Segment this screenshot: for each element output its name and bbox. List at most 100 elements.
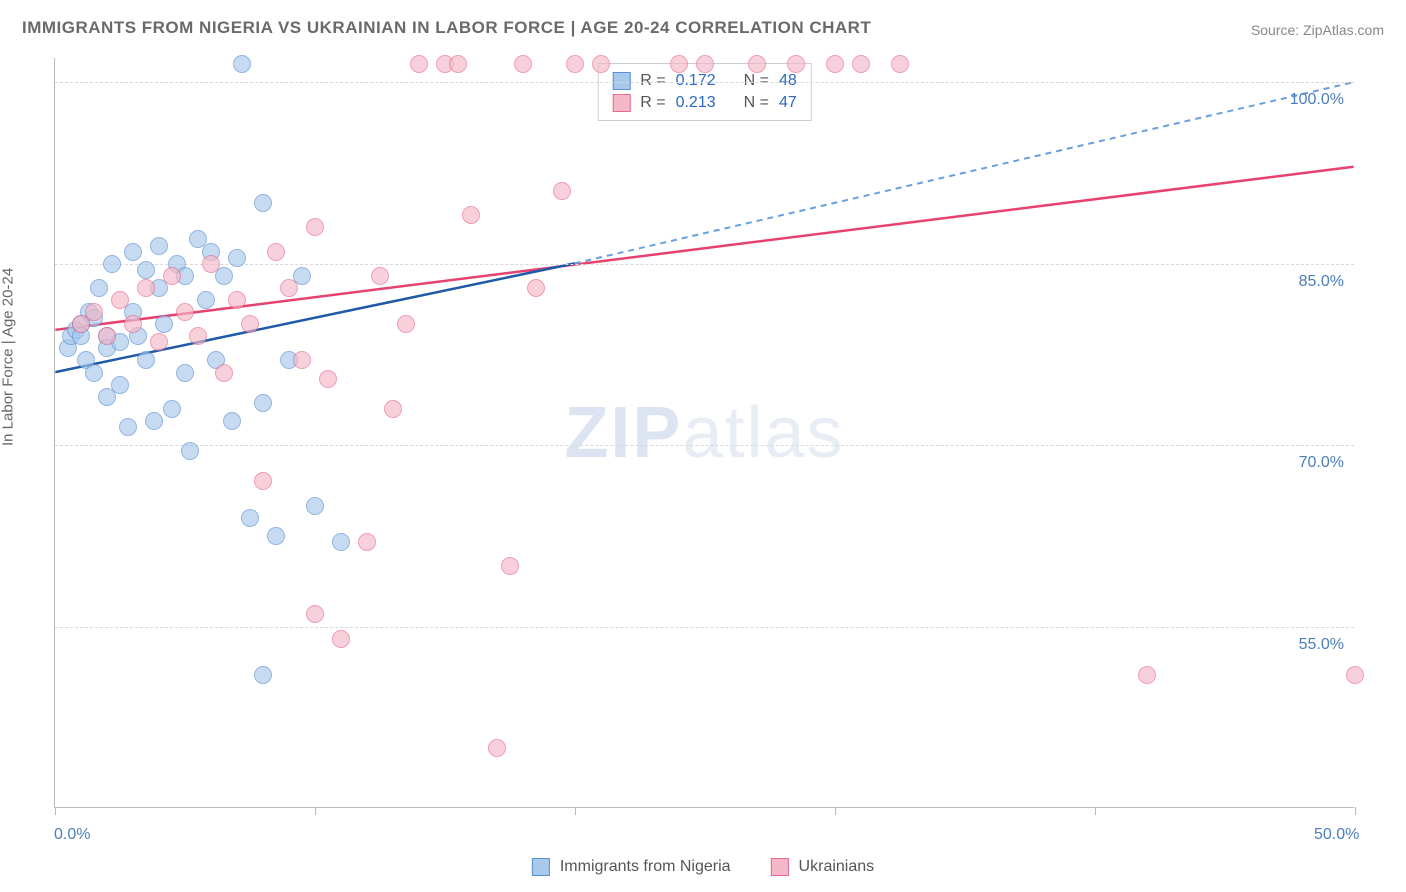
x-tick [55, 807, 56, 815]
swatch-ukrainian [612, 94, 630, 112]
x-tick-label: 0.0% [54, 826, 90, 844]
chart-title: IMMIGRANTS FROM NIGERIA VS UKRAINIAN IN … [22, 18, 871, 38]
r-label: R = [640, 94, 665, 112]
watermark-light: atlas [682, 393, 844, 473]
y-tick-label: 100.0% [1290, 91, 1344, 109]
scatter-point [488, 739, 506, 757]
x-tick [1095, 807, 1096, 815]
scatter-point [319, 370, 337, 388]
scatter-point [306, 605, 324, 623]
x-tick [315, 807, 316, 815]
scatter-point [306, 497, 324, 515]
n-value-nigeria: 48 [779, 72, 797, 90]
x-tick-label: 50.0% [1314, 826, 1359, 844]
x-tick [575, 807, 576, 815]
scatter-point [787, 55, 805, 73]
scatter-point [384, 400, 402, 418]
scatter-point [826, 55, 844, 73]
y-axis-title: In Labor Force | Age 20-24 [0, 268, 17, 446]
gridline [55, 445, 1354, 446]
scatter-point [1346, 666, 1364, 684]
scatter-point [241, 315, 259, 333]
scatter-point [124, 315, 142, 333]
scatter-point [137, 279, 155, 297]
scatter-point [254, 194, 272, 212]
scatter-point [514, 55, 532, 73]
stats-row-ukrainian: R = 0.213 N = 47 [612, 92, 797, 114]
legend-item-ukrainian: Ukrainians [771, 858, 875, 876]
scatter-point [241, 509, 259, 527]
scatter-point [267, 527, 285, 545]
scatter-point [280, 279, 298, 297]
scatter-point [891, 55, 909, 73]
scatter-point [592, 55, 610, 73]
swatch-nigeria [532, 858, 550, 876]
scatter-point [696, 55, 714, 73]
scatter-point [103, 255, 121, 273]
scatter-point [462, 206, 480, 224]
scatter-point [202, 255, 220, 273]
scatter-point [228, 291, 246, 309]
scatter-point [553, 182, 571, 200]
y-tick-label: 55.0% [1299, 636, 1344, 654]
scatter-point [163, 267, 181, 285]
scatter-point [358, 533, 376, 551]
scatter-point [228, 249, 246, 267]
scatter-point [449, 55, 467, 73]
scatter-point [98, 327, 116, 345]
scatter-point [254, 472, 272, 490]
scatter-point [566, 55, 584, 73]
n-value-ukrainian: 47 [779, 94, 797, 112]
scatter-point [254, 666, 272, 684]
scatter-point [163, 400, 181, 418]
n-label: N = [744, 72, 769, 90]
scatter-point [215, 364, 233, 382]
plot-area: ZIPatlas R = 0.172 N = 48 R = 0.213 N = … [54, 58, 1354, 808]
stats-row-nigeria: R = 0.172 N = 48 [612, 70, 797, 92]
scatter-point [176, 303, 194, 321]
scatter-point [155, 315, 173, 333]
scatter-point [189, 327, 207, 345]
scatter-point [267, 243, 285, 261]
scatter-point [748, 55, 766, 73]
r-value-nigeria: 0.172 [676, 72, 716, 90]
y-tick-label: 85.0% [1299, 273, 1344, 291]
x-tick [1355, 807, 1356, 815]
bottom-legend: Immigrants from Nigeria Ukrainians [532, 858, 874, 876]
r-value-ukrainian: 0.213 [676, 94, 716, 112]
scatter-point [111, 376, 129, 394]
scatter-point [233, 55, 251, 73]
swatch-nigeria [612, 72, 630, 90]
scatter-point [197, 291, 215, 309]
gridline [55, 82, 1354, 83]
scatter-point [111, 291, 129, 309]
scatter-point [397, 315, 415, 333]
source-credit: Source: ZipAtlas.com [1251, 22, 1384, 38]
scatter-point [137, 261, 155, 279]
r-label: R = [640, 72, 665, 90]
watermark: ZIPatlas [564, 392, 844, 474]
gridline [55, 264, 1354, 265]
scatter-point [501, 557, 519, 575]
scatter-point [410, 55, 428, 73]
scatter-point [371, 267, 389, 285]
scatter-point [137, 351, 155, 369]
scatter-point [670, 55, 688, 73]
gridline [55, 627, 1354, 628]
scatter-point [150, 237, 168, 255]
swatch-ukrainian [771, 858, 789, 876]
scatter-point [306, 218, 324, 236]
trend-lines [55, 58, 1354, 807]
y-tick-label: 70.0% [1299, 454, 1344, 472]
scatter-point [119, 418, 137, 436]
legend-label-nigeria: Immigrants from Nigeria [560, 858, 731, 876]
scatter-point [527, 279, 545, 297]
scatter-point [293, 351, 311, 369]
legend-label-ukrainian: Ukrainians [799, 858, 875, 876]
scatter-point [85, 364, 103, 382]
scatter-point [85, 303, 103, 321]
scatter-point [852, 55, 870, 73]
scatter-point [254, 394, 272, 412]
scatter-point [145, 412, 163, 430]
scatter-point [90, 279, 108, 297]
